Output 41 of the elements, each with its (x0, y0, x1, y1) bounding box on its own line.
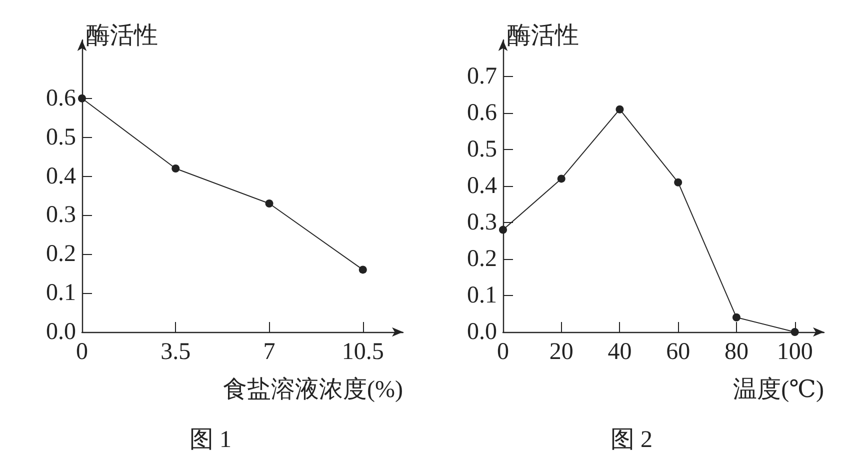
y-tick-label: 0.1 (467, 282, 497, 308)
y-tick-label: 0.5 (467, 136, 497, 162)
y-tick-label: 0.6 (467, 100, 497, 126)
point (265, 200, 274, 208)
y-tick-label: 0.2 (467, 246, 497, 272)
x-tick-label: 60 (666, 339, 690, 365)
point (358, 266, 367, 274)
point (557, 174, 566, 183)
x-tick-label: 20 (549, 339, 574, 365)
point (172, 164, 180, 172)
y-tick-label: 0.0 (46, 319, 76, 345)
x-tick-label: 100 (776, 339, 813, 365)
x-axis-title: 温度(℃) (733, 376, 824, 403)
y-tick-label: 0.2 (46, 241, 76, 268)
x-tick-label: 80 (724, 339, 748, 365)
x-tick-label: 7 (263, 339, 276, 365)
y-tick-label: 0.3 (467, 210, 497, 236)
y-tick-label: 0.1 (46, 280, 76, 306)
x-tick-label: 0 (76, 339, 88, 365)
point (674, 178, 682, 186)
text: 图 2 (610, 427, 652, 453)
y-axis-title: 酶活性 (86, 23, 158, 49)
y-tick-label: 0.7 (467, 64, 497, 90)
point (790, 328, 799, 336)
point (732, 313, 740, 322)
x-tick-label: 3.5 (160, 339, 191, 365)
x-tick-label: 10.5 (342, 339, 384, 365)
text: 图 1 (190, 427, 232, 453)
y-tick-label: 0.4 (46, 163, 76, 190)
x-tick-label: 0 (497, 339, 509, 365)
x-tick-label: 40 (608, 339, 632, 365)
y-tick-label: 0.0 (467, 319, 497, 345)
y-tick-label: 0.3 (46, 202, 76, 228)
point (616, 105, 624, 114)
y-axis-title: 酶活性 (507, 23, 579, 49)
x-axis-title: 食盐溶液浓度(%) (223, 376, 403, 403)
point (78, 94, 86, 102)
y-tick-label: 0.6 (46, 85, 76, 112)
point (499, 226, 507, 234)
y-tick-label: 0.4 (467, 173, 497, 199)
y-tick-label: 0.5 (46, 124, 76, 150)
